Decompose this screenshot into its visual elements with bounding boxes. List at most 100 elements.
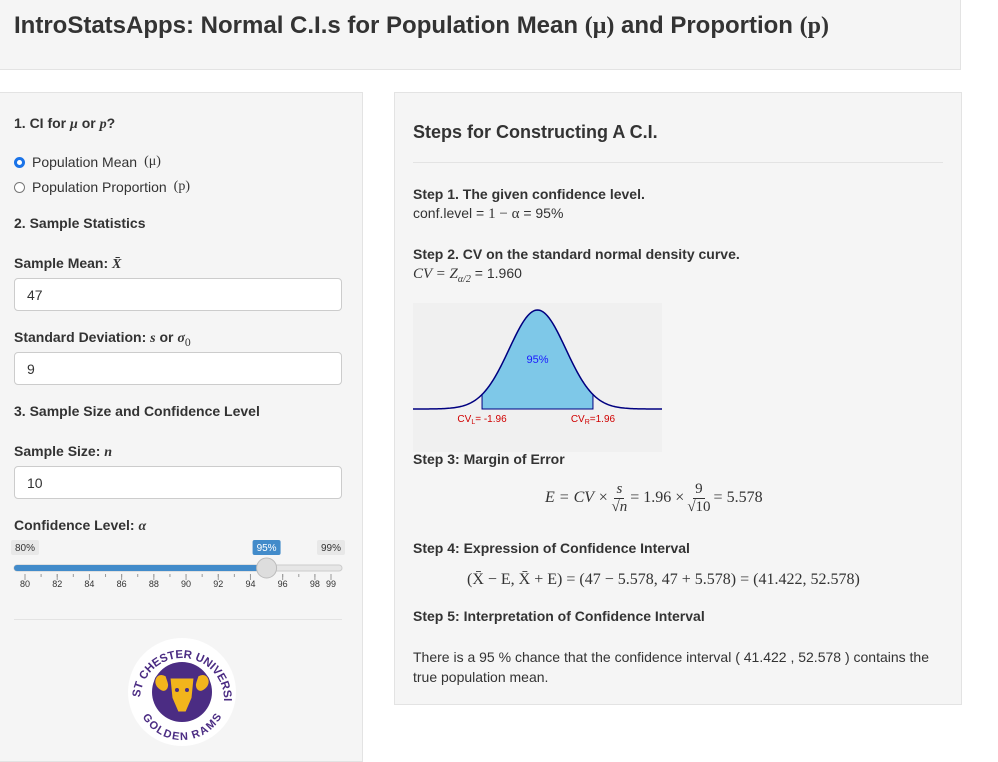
text: conf.level = bbox=[413, 205, 485, 221]
cv-base: CV bbox=[571, 414, 585, 425]
math: E = CV × bbox=[545, 489, 609, 507]
sd-input[interactable]: 9 bbox=[14, 352, 342, 385]
step-heading: Step 4: Expression of Confidence Interva… bbox=[413, 540, 690, 556]
slider-tick-label: 90 bbox=[181, 579, 191, 589]
slider-bubble-label: 99% bbox=[321, 543, 341, 554]
math: μ bbox=[70, 117, 78, 132]
section-label: 1. CI for μ or p? bbox=[14, 115, 115, 133]
step-heading: Step 3: Margin of Error bbox=[413, 451, 565, 467]
input-label: Standard Deviation: s or σ0 bbox=[14, 329, 191, 349]
step-line: conf.level = 1 − α = 95% bbox=[413, 205, 563, 223]
density-curve bbox=[413, 309, 662, 410]
cv-text: =1.96 bbox=[590, 414, 616, 425]
logo-eye bbox=[175, 688, 179, 692]
slider-tick-label: 82 bbox=[52, 579, 62, 589]
divider bbox=[413, 162, 943, 163]
text: Sample Mean: bbox=[14, 255, 109, 271]
cv-sub: R bbox=[585, 419, 590, 426]
normal-plot: 95%CVL= -1.96 CVR=1.96 bbox=[413, 303, 662, 452]
input-label: Sample Size: n bbox=[14, 443, 112, 461]
slider-bubble-label: 80% bbox=[15, 543, 35, 554]
title-math: (p) bbox=[799, 13, 829, 39]
slider-bubble bbox=[252, 540, 281, 555]
formula: (X̄ − E, X̄ + E) = (47 − 5.578, 47 + 5.5… bbox=[467, 571, 860, 588]
math: X̄ bbox=[112, 257, 122, 272]
math: = 1.96 × bbox=[630, 489, 685, 507]
step-line: CV = Zα/2 = 1.960 bbox=[413, 265, 522, 285]
radio-dot bbox=[14, 156, 25, 168]
interpretation: There is a 95 % chance that the confiden… bbox=[413, 649, 929, 685]
title-text: and Proportion bbox=[620, 12, 793, 39]
math: s bbox=[150, 331, 156, 346]
slider-tick-label: 80 bbox=[20, 579, 30, 589]
radio-text: Population Mean bbox=[32, 154, 138, 170]
logo: WEST CHESTER UNIVERSITY GOLDEN RAMS bbox=[126, 636, 236, 746]
math: 9 bbox=[693, 481, 705, 499]
text: = 95% bbox=[523, 205, 564, 221]
slider-bubble bbox=[11, 540, 39, 555]
input-label: Sample Mean: X̄ bbox=[14, 255, 121, 273]
math: α bbox=[138, 519, 147, 534]
slider-tick-label: 99 bbox=[326, 579, 336, 589]
math: √n bbox=[611, 499, 628, 515]
math-sub: 0 bbox=[184, 335, 191, 349]
slider-tick-label: 94 bbox=[245, 579, 255, 589]
text: Standard Deviation: bbox=[14, 329, 147, 345]
math: n bbox=[104, 445, 113, 460]
math: √10 bbox=[687, 499, 711, 515]
math: σ bbox=[177, 331, 185, 346]
text: ? bbox=[106, 115, 116, 131]
cv-label: CVR=1.96 bbox=[571, 414, 616, 426]
logo-horns bbox=[154, 674, 210, 692]
logo-eye bbox=[185, 688, 189, 692]
text: Sample Size: bbox=[14, 443, 101, 459]
panel-title: Steps for Constructing A C.I. bbox=[413, 122, 658, 142]
math: = 5.578 bbox=[713, 489, 763, 507]
cv-base: CV bbox=[457, 414, 471, 425]
math: p bbox=[99, 117, 107, 132]
slider-bubble-label: 95% bbox=[257, 543, 277, 554]
text: = 1.960 bbox=[474, 265, 522, 281]
slider-tick-label: 92 bbox=[213, 579, 223, 589]
radio-dot bbox=[14, 181, 25, 193]
text: or bbox=[81, 115, 96, 131]
header: IntroStatsApps: Normal C.I.s for Populat… bbox=[0, 0, 961, 70]
section-label: 2. Sample Statistics bbox=[14, 215, 146, 231]
n-input[interactable]: 10 bbox=[14, 466, 342, 499]
area-label: 95% bbox=[526, 354, 548, 366]
input-label: Confidence Level: α bbox=[14, 517, 146, 535]
mean-input[interactable]: 47 bbox=[14, 278, 342, 311]
radio-math: (p) bbox=[173, 179, 190, 194]
title-text: IntroStatsApps: Normal C.I.s for Populat… bbox=[14, 12, 579, 39]
radio-text: Population Proportion bbox=[32, 179, 167, 195]
app-title: IntroStatsApps: Normal C.I.s for Populat… bbox=[14, 12, 829, 40]
slider-fill bbox=[14, 565, 267, 571]
slider-tick-label: 98 bbox=[310, 579, 320, 589]
radio-option[interactable]: Population Mean (μ) bbox=[14, 154, 161, 170]
formula: E = CV × s √n = 1.96 × 9 √10 = 5.578 bbox=[545, 481, 763, 516]
cv-text: = -1.96 bbox=[475, 414, 507, 425]
slider-tick-label: 96 bbox=[278, 579, 288, 589]
math-sub: α/2 bbox=[457, 273, 471, 285]
math: s bbox=[614, 481, 625, 499]
step-heading: Step 5: Interpretation of Confidence Int… bbox=[413, 608, 705, 624]
logo-face bbox=[169, 677, 195, 713]
cv-label: CVL= -1.96 bbox=[457, 414, 507, 426]
main-panel: Steps for Constructing A C.I. Step 1. Th… bbox=[394, 92, 962, 705]
radio-math: (μ) bbox=[144, 154, 161, 169]
sidebar: 1. CI for μ or p? Population Mean (μ) Popu… bbox=[0, 92, 363, 762]
slider-tick-label: 88 bbox=[149, 579, 159, 589]
slider-handle[interactable] bbox=[256, 557, 278, 579]
title-math: (μ) bbox=[584, 13, 615, 39]
slider[interactable]: 80% 99% 95% 80 82 84 86 88 90 92 94 96 98 99 bbox=[0, 536, 362, 602]
step-heading: Step 1. The given confidence level. bbox=[413, 186, 645, 202]
cv-sub: L bbox=[471, 419, 475, 426]
radio-option[interactable]: Population Proportion (p) bbox=[14, 179, 190, 195]
slider-tick-label: 84 bbox=[84, 579, 94, 589]
math: CV = Z bbox=[413, 266, 458, 282]
math: 1 − α bbox=[488, 206, 520, 222]
text: 1. CI for bbox=[14, 115, 67, 131]
slider-tick-label: 86 bbox=[117, 579, 127, 589]
text: Confidence Level: bbox=[14, 517, 135, 533]
